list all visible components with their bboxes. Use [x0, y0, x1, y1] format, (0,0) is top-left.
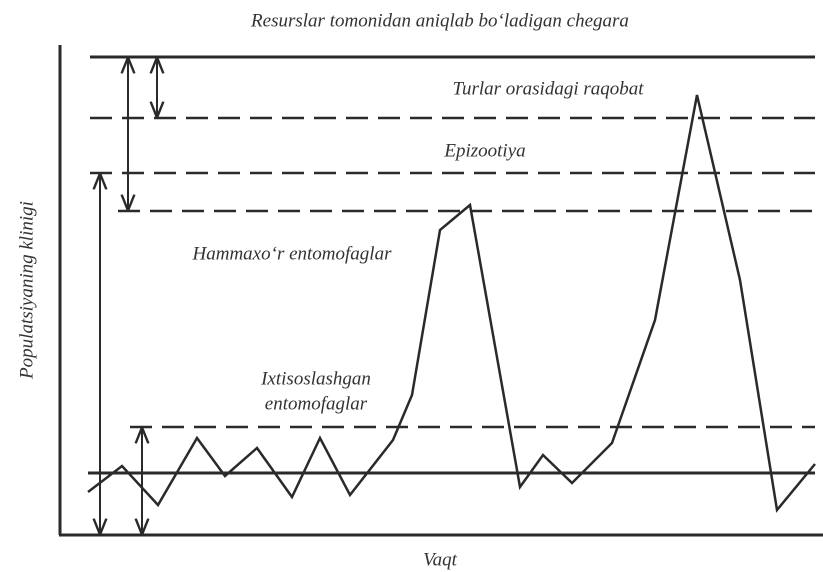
title: Resurslar tomonidan aniqlab bo‘ladigan c…: [250, 10, 629, 31]
x-axis-label: Vaqt: [423, 549, 458, 570]
label: Turlar orasidagi raqobat: [452, 78, 644, 99]
y-axis-label: Populatsiyaning klinigi: [16, 201, 37, 380]
label: Hammaxo‘r entomofaglar: [192, 243, 393, 264]
label: Ixtisoslashgan: [260, 368, 371, 389]
label: Epizootiya: [443, 140, 525, 161]
label: entomofaglar: [265, 393, 368, 414]
population-curve: [87, 94, 816, 513]
